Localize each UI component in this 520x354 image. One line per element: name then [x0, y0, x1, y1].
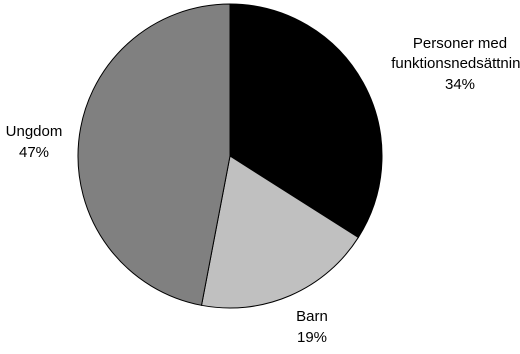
- slice-value-barn: 19%: [297, 329, 327, 346]
- slice-label-barn: Barn: [296, 308, 328, 325]
- slice-personer-med-funktionsnedsattning: [229, 3, 383, 239]
- slice-label-personer-line1: Personer med: [413, 35, 507, 52]
- slice-label-personer-line2: funktionsnedsättning: [391, 55, 520, 72]
- slice-label-ungdom: Ungdom: [6, 123, 63, 140]
- slice-value-ungdom: 47%: [19, 144, 49, 161]
- slice-ungdom: [77, 3, 231, 306]
- slices-layer: [77, 3, 383, 309]
- slice-value-personer: 34%: [445, 76, 475, 93]
- labels-layer: Personer med funktionsnedsättning 34% Ba…: [6, 35, 520, 346]
- slice-barn: [200, 155, 360, 309]
